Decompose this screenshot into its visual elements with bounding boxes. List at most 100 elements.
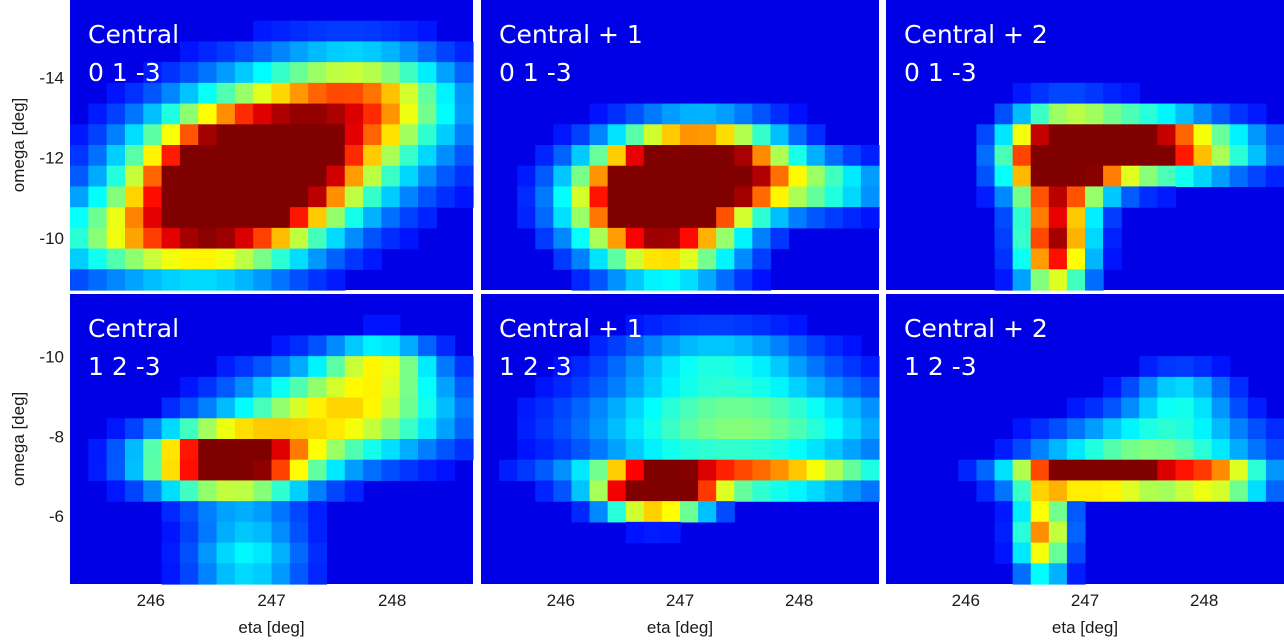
heatmap-cell [381, 459, 401, 482]
heatmap-cell [234, 269, 254, 291]
heatmap-cell [734, 269, 753, 291]
heatmap-cell [363, 459, 383, 482]
heatmap-cell [661, 356, 681, 378]
x-tick-label: 248 [1190, 591, 1218, 610]
heatmap-cell [1066, 103, 1086, 125]
x-tick-label: 248 [378, 591, 406, 610]
heatmap-cell [143, 248, 163, 270]
heatmap-cell [716, 186, 735, 208]
heatmap-cell [842, 335, 862, 357]
heatmap-cell [1193, 356, 1213, 378]
heatmap-cell [1085, 207, 1104, 229]
heatmap-cell [553, 207, 573, 229]
heatmap-cell [517, 186, 536, 208]
heatmap-cell [1030, 186, 1050, 208]
heatmap-cell [625, 165, 645, 188]
heatmap-cell [1157, 186, 1177, 208]
heatmap-cell [308, 186, 328, 208]
heatmap-cell [253, 207, 273, 229]
heatmap-cell [625, 439, 645, 461]
heatmap-cell [1247, 480, 1267, 502]
heatmap-cell [326, 20, 346, 43]
heatmap-cell [806, 459, 826, 482]
heatmap-cell [716, 376, 735, 399]
y-axis-title: omega [deg] [9, 98, 28, 193]
heatmap-cell [1103, 418, 1122, 440]
heatmap-cell [161, 563, 181, 585]
heatmap-cell [698, 439, 717, 461]
y-tick-label: -6 [49, 507, 64, 526]
heatmap-cell [698, 356, 717, 378]
heatmap-cell [1066, 397, 1086, 419]
heatmap-cell [589, 376, 609, 399]
heatmap-cell [454, 41, 474, 63]
heatmap-cell [680, 397, 699, 419]
heatmap-cell [1265, 439, 1284, 461]
x-tick-label: 248 [785, 591, 813, 610]
heatmap-cell [1085, 439, 1104, 461]
y-tick-label: -8 [49, 427, 64, 446]
heatmap-cell [399, 186, 419, 208]
heatmap-cell [88, 207, 108, 229]
heatmap-cell [253, 82, 273, 105]
heatmap-cell [399, 207, 419, 229]
heatmap-cell [1157, 439, 1177, 461]
heatmap-cell [308, 165, 328, 188]
heatmap-cell [1157, 397, 1177, 419]
heatmap-cell [842, 397, 862, 419]
heatmap-cell [976, 145, 996, 167]
heatmap-cell [381, 41, 401, 63]
heatmap-cell [344, 439, 364, 461]
heatmap-cell [418, 418, 437, 440]
heatmap-cell [1048, 145, 1068, 167]
heatmap-cell [198, 227, 218, 250]
heatmap-cell [1103, 186, 1122, 208]
heatmap-cell [661, 207, 681, 229]
heatmap-cell [179, 124, 199, 146]
heatmap-cell [607, 145, 627, 167]
heatmap-cell [198, 397, 218, 419]
heatmap-cell [734, 314, 753, 337]
heatmap-cell [161, 521, 181, 544]
heatmap-cell [1247, 397, 1267, 419]
heatmap-cell [143, 439, 163, 461]
heatmap-cell [216, 480, 236, 502]
heatmap-cell [680, 103, 699, 125]
heatmap-cell [1193, 376, 1213, 399]
heatmap-cell [143, 269, 163, 291]
heatmap-cell [216, 103, 236, 125]
heatmap-cell [1012, 186, 1032, 208]
heatmap-cell [535, 227, 554, 250]
heatmap-cell [161, 207, 181, 229]
heatmap-cell [363, 124, 383, 146]
heatmap-cell [1066, 145, 1086, 167]
heatmap-cell [1066, 563, 1086, 585]
heatmap-cell [216, 418, 236, 440]
heatmap-cell [216, 41, 236, 63]
heatmap-cell [399, 439, 419, 461]
heatmap-cell [788, 459, 808, 482]
heatmap-cell [1157, 459, 1177, 482]
heatmap-cell [234, 418, 254, 440]
y-axis-title: omega [deg] [9, 392, 28, 487]
heatmap-cell [1229, 124, 1249, 146]
heatmap-cell [143, 227, 163, 250]
heatmap-cell [124, 439, 144, 461]
heatmap-cell [517, 165, 536, 188]
heatmap-cell [698, 418, 717, 440]
heatmap-cell [994, 103, 1014, 125]
heatmap-cell [1012, 418, 1032, 440]
heatmap-cell [308, 227, 328, 250]
heatmap-cell [234, 459, 254, 482]
heatmap-cell [643, 459, 663, 482]
heatmap-cell [399, 20, 419, 43]
heatmap-cell [106, 82, 126, 105]
heatmap-cell [680, 439, 699, 461]
heatmap-cell [216, 227, 236, 250]
heatmap-cell [1175, 356, 1195, 378]
heatmap-cell [1193, 418, 1213, 440]
heatmap-cell [253, 521, 273, 544]
heatmap-cell [752, 269, 772, 291]
heatmap-cell [253, 563, 273, 585]
heatmap-cell [234, 563, 254, 585]
